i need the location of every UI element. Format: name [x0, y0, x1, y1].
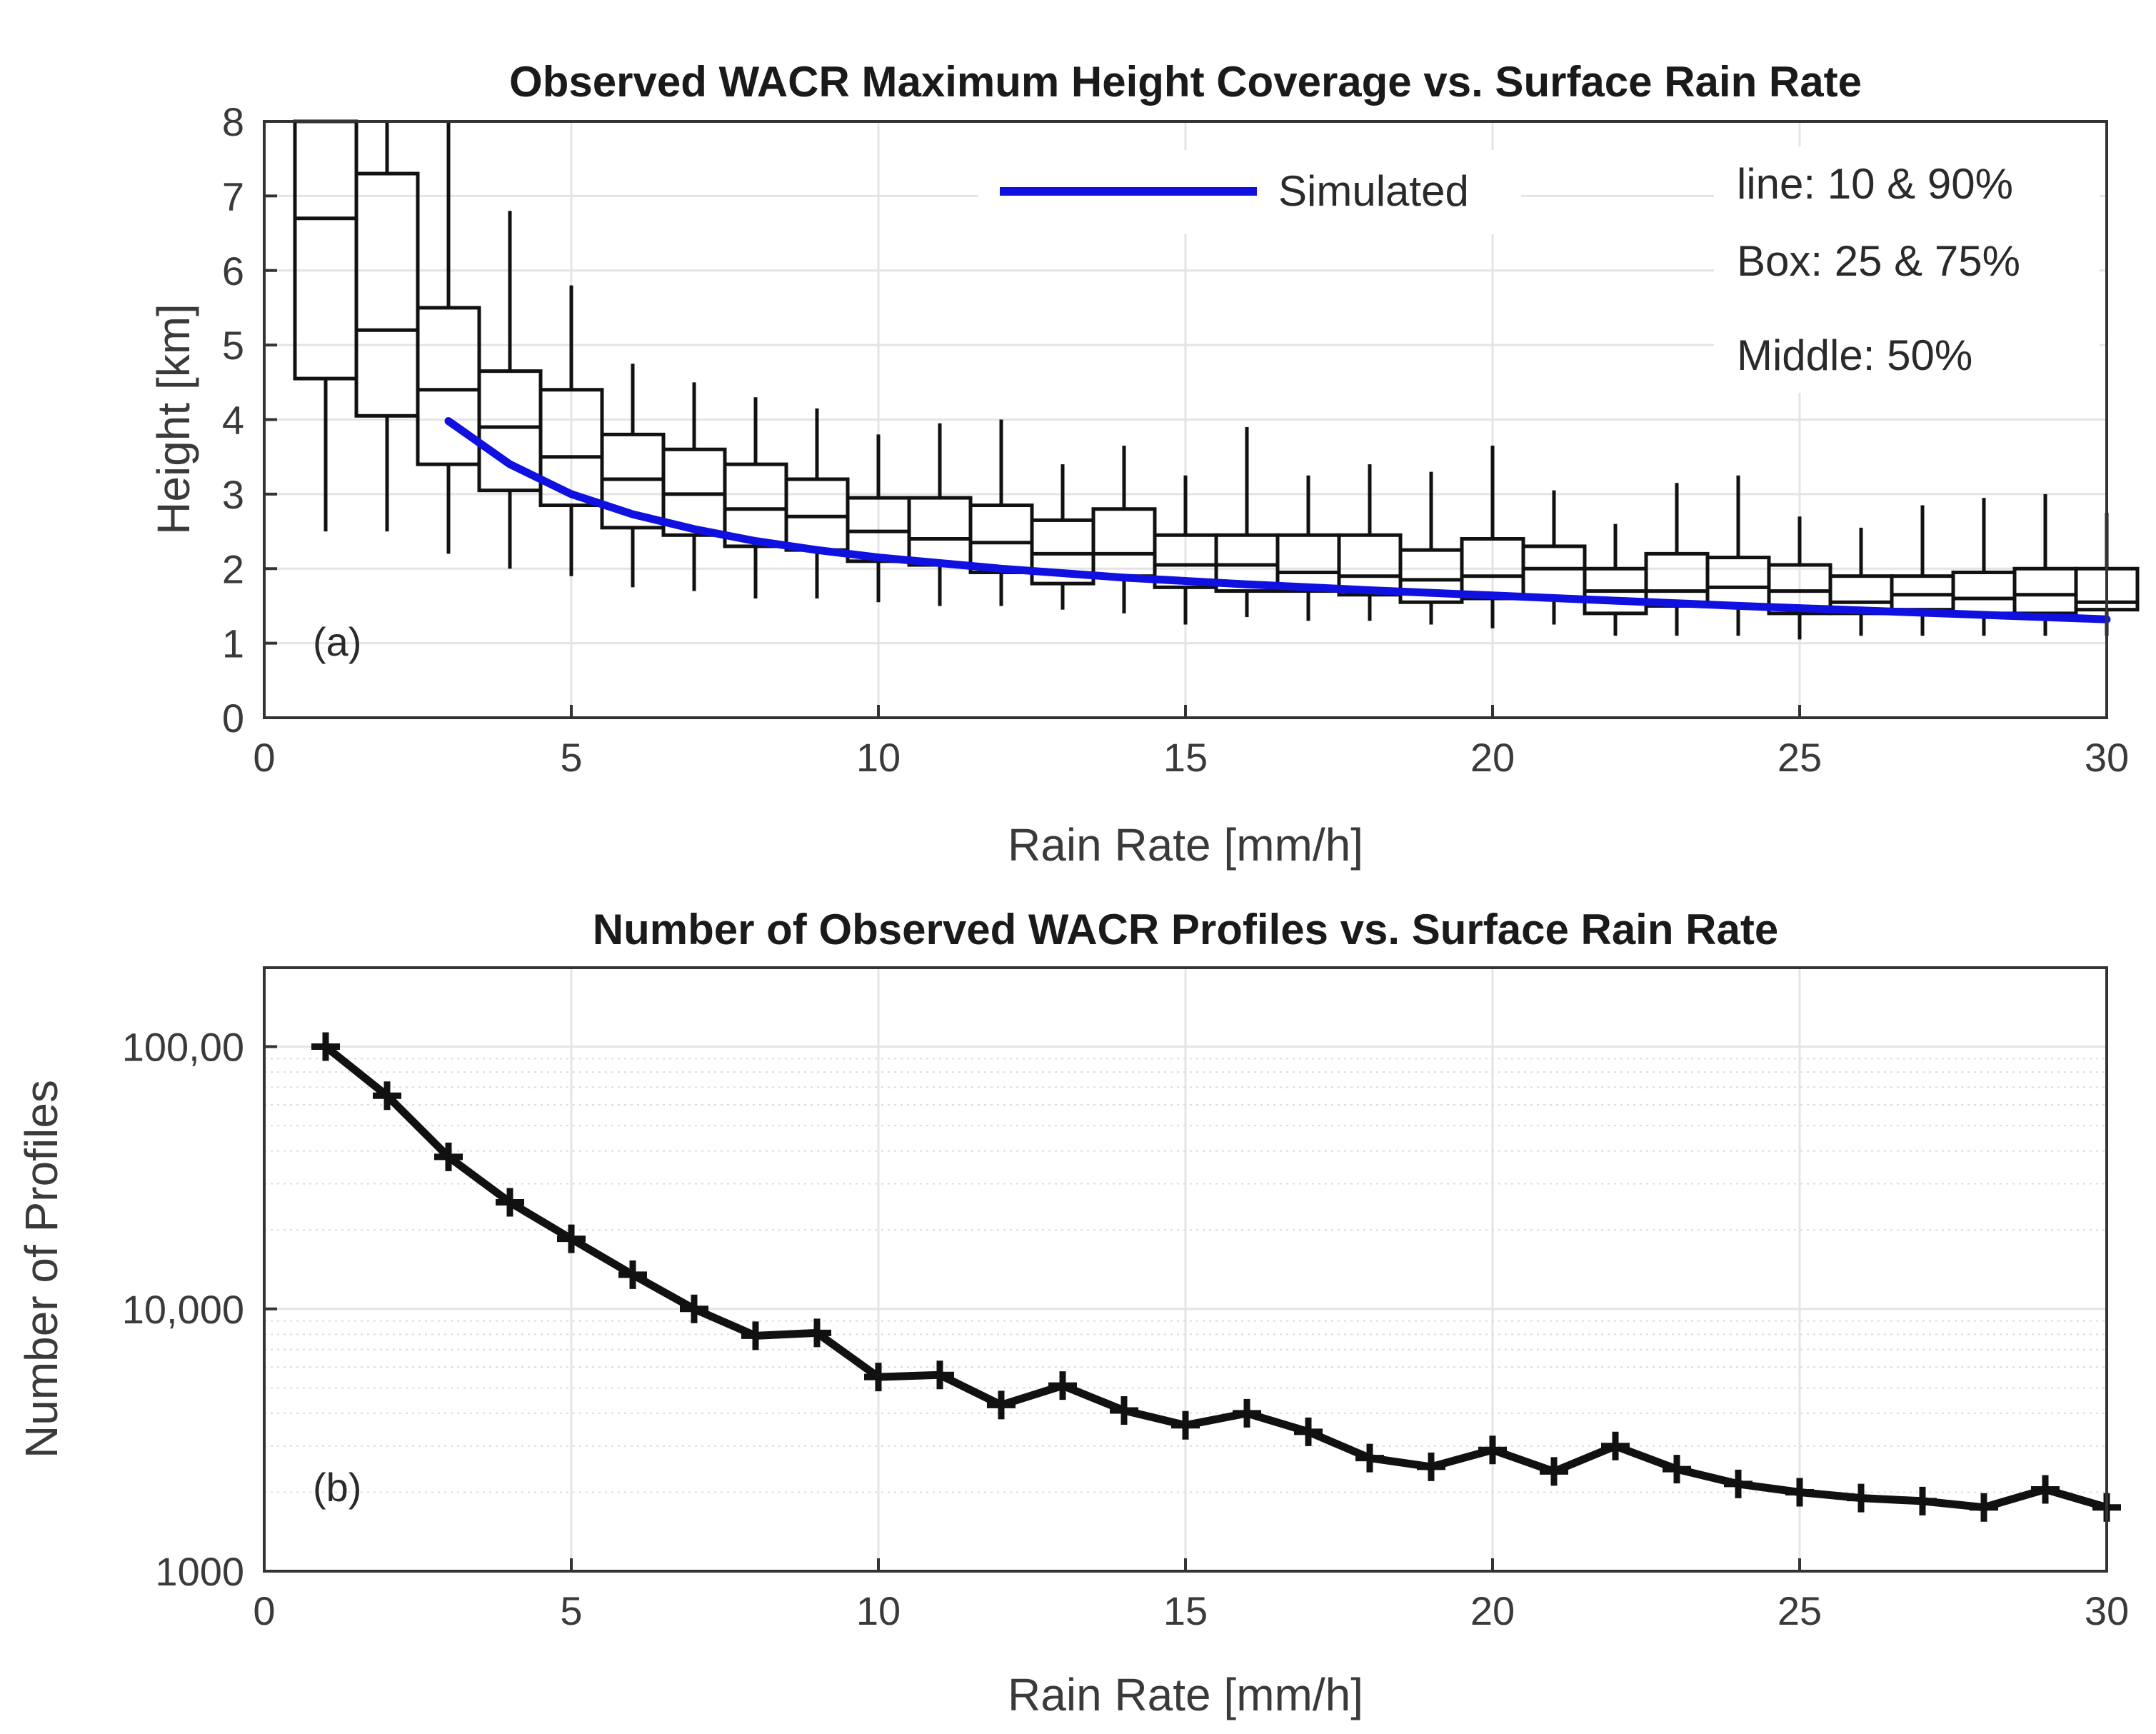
- legend: Simulated: [978, 150, 1521, 234]
- box-2: [354, 121, 420, 532]
- annotation-box: line: 10 & 90% Box: 25 & 75% Middle: 50%: [1714, 146, 2100, 393]
- legend-label-simulated: Simulated: [1278, 167, 1469, 215]
- chart-a: 0 5 10 15 20 25 30 0 1 2 3 4 5 6 7 8 Observed WACR Maxi…: [148, 58, 2140, 871]
- marker-13: [1048, 1371, 1077, 1400]
- ticks-b: 0 5 10 15 20 25 30 1000 10,000 100,00: [122, 1025, 2129, 1633]
- tick-label-a-x-30: 30: [2085, 735, 2129, 780]
- box-18: [1337, 464, 1403, 621]
- marker-24: [1724, 1469, 1753, 1498]
- chart-b: 0 5 10 15 20 25 30 1000 10,000 100,00 Number of O…: [16, 906, 2129, 1720]
- marker-8: [741, 1321, 770, 1350]
- marker-16: [1233, 1398, 1261, 1428]
- box-iqr-2: [354, 171, 420, 418]
- panel-label-a: (a): [313, 619, 361, 664]
- marker-23: [1663, 1455, 1691, 1484]
- marker-15: [1171, 1410, 1200, 1440]
- annotation-box-bg: [1714, 146, 2100, 393]
- tick-label-a-x-20: 20: [1470, 735, 1515, 780]
- tick-label-a-y-8: 8: [222, 99, 244, 144]
- ylabel-a: Height [km]: [148, 304, 199, 535]
- marker-20: [1478, 1435, 1507, 1465]
- tick-label-a-x-25: 25: [1778, 735, 1822, 780]
- marker-22: [1601, 1431, 1630, 1460]
- title-a: Observed WACR Maximum Height Coverage vs…: [509, 58, 1862, 106]
- tick-label-b-x-10: 10: [856, 1588, 901, 1633]
- marker-25: [1785, 1478, 1814, 1507]
- tick-label-b-y-10000: 10,000: [122, 1287, 244, 1332]
- marker-21: [1540, 1457, 1568, 1486]
- annotation-middle: Middle: 50%: [1737, 331, 1972, 379]
- tick-label-a-y-7: 7: [222, 174, 244, 219]
- tick-label-b-y-100000: 100,00: [122, 1025, 244, 1070]
- tick-label-a-y-4: 4: [222, 398, 244, 443]
- ylabel-b: Number of Profiles: [16, 1080, 67, 1458]
- marker-19: [1417, 1452, 1445, 1481]
- tick-label-a-y-3: 3: [222, 472, 244, 517]
- xlabel-a: Rain Rate [mm/h]: [1008, 819, 1363, 871]
- tick-label-b-y-1000: 1000: [155, 1549, 244, 1594]
- simulated-line: [444, 417, 2111, 623]
- tick-label-a-y-1: 1: [222, 621, 244, 666]
- tick-label-a-y-0: 0: [222, 696, 244, 741]
- box-16: [1214, 426, 1280, 618]
- profiles-markers: [311, 1032, 2121, 1522]
- tick-label-a-x-15: 15: [1163, 735, 1208, 780]
- tick-label-b-x-20: 20: [1470, 1588, 1515, 1633]
- tick-label-a-x-0: 0: [253, 735, 275, 780]
- marker-10: [864, 1363, 893, 1392]
- marker-4: [496, 1188, 524, 1217]
- ticks-a: 0 5 10 15 20 25 30 0 1 2 3 4 5 6 7 8: [222, 99, 2129, 780]
- marker-18: [1355, 1443, 1384, 1473]
- marker-17: [1294, 1417, 1323, 1446]
- marker-3: [434, 1142, 463, 1171]
- xlabel-b: Rain Rate [mm/h]: [1008, 1669, 1363, 1720]
- marker-28: [1970, 1493, 1998, 1522]
- marker-11: [926, 1360, 954, 1390]
- tick-label-a-y-2: 2: [222, 546, 244, 591]
- tick-label-b-x-25: 25: [1778, 1588, 1822, 1633]
- annotation-line: line: 10 & 90%: [1737, 160, 2013, 208]
- tick-label-b-x-5: 5: [560, 1588, 582, 1633]
- tick-label-b-x-0: 0: [253, 1588, 275, 1633]
- marker-1: [311, 1032, 340, 1061]
- tick-label-a-y-6: 6: [222, 249, 244, 294]
- marker-12: [987, 1390, 1016, 1420]
- tick-label-a-x-10: 10: [856, 735, 901, 780]
- marker-14: [1110, 1395, 1138, 1425]
- marker-6: [618, 1260, 647, 1289]
- marker-2: [373, 1081, 401, 1111]
- marker-7: [680, 1294, 708, 1323]
- title-b: Number of Observed WACR Profiles vs. Sur…: [593, 906, 1778, 953]
- tick-label-b-x-15: 15: [1163, 1588, 1208, 1633]
- panel-label-b: (b): [313, 1465, 361, 1510]
- marker-27: [1908, 1486, 1937, 1515]
- marker-5: [557, 1224, 586, 1253]
- tick-label-a-x-5: 5: [560, 735, 582, 780]
- marker-29: [2031, 1475, 2060, 1504]
- marker-9: [803, 1318, 831, 1348]
- annotation-box-text: Box: 25 & 75%: [1737, 237, 2020, 285]
- marker-26: [1847, 1483, 1875, 1513]
- tick-label-a-y-5: 5: [222, 323, 244, 368]
- tick-label-b-x-30: 30: [2085, 1588, 2129, 1633]
